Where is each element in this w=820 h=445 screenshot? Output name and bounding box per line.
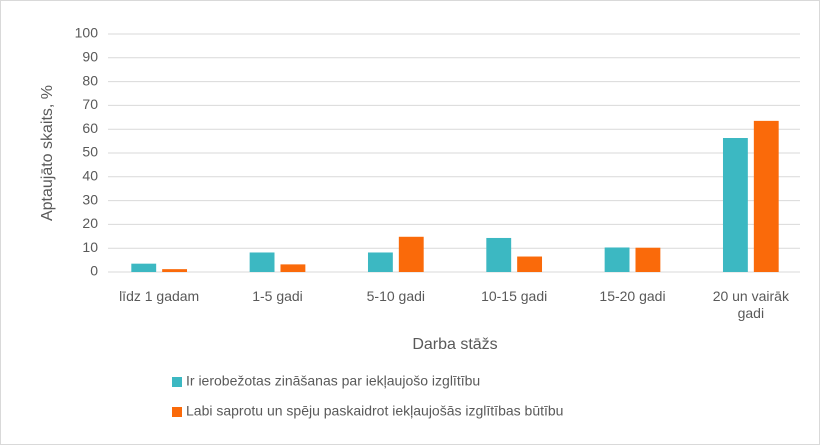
y-tick-label: 100 <box>75 25 99 41</box>
bar <box>517 256 543 272</box>
x-tick-label: 10-15 gadi <box>481 288 548 304</box>
y-tick-label: 60 <box>82 120 98 136</box>
bar <box>249 252 275 272</box>
legend-label: Ir ierobežotas zināšanas par iekļaujošo … <box>186 373 480 389</box>
y-tick-label: 80 <box>82 72 98 88</box>
bar <box>753 120 779 273</box>
legend-label: Labi saprotu un spēju paskaidrot iekļauj… <box>186 403 563 419</box>
y-tick-label: 50 <box>82 144 98 160</box>
y-tick-label: 90 <box>82 49 98 65</box>
x-tick-label: 5-10 gadi <box>366 288 426 304</box>
bar <box>280 264 306 272</box>
x-tick-label: līdz 1 gadam <box>119 288 200 304</box>
bar <box>604 247 630 272</box>
bar <box>131 263 157 272</box>
x-tick-label: 20 un vairāk gadi <box>712 288 789 321</box>
y-tick-label: 70 <box>82 96 98 112</box>
y-tick-label: 10 <box>82 239 98 255</box>
bar <box>635 247 661 272</box>
y-tick-label: 30 <box>82 191 98 207</box>
legend-swatch <box>172 377 182 387</box>
bar <box>398 236 424 272</box>
bar <box>367 252 393 272</box>
bar <box>486 237 512 272</box>
legend-swatch <box>172 407 182 417</box>
bar <box>162 269 188 272</box>
x-axis-title: Darba stāžs <box>412 336 497 353</box>
y-axis-title: Aptaujāto skaits, % <box>39 85 56 221</box>
y-tick-label: 0 <box>90 263 98 279</box>
bar <box>722 138 748 272</box>
x-tick-label: 15-20 gadi <box>599 288 666 304</box>
x-tick-label: 1-5 gadi <box>252 288 303 304</box>
y-tick-label: 20 <box>82 215 98 231</box>
y-tick-label: 40 <box>82 168 98 184</box>
